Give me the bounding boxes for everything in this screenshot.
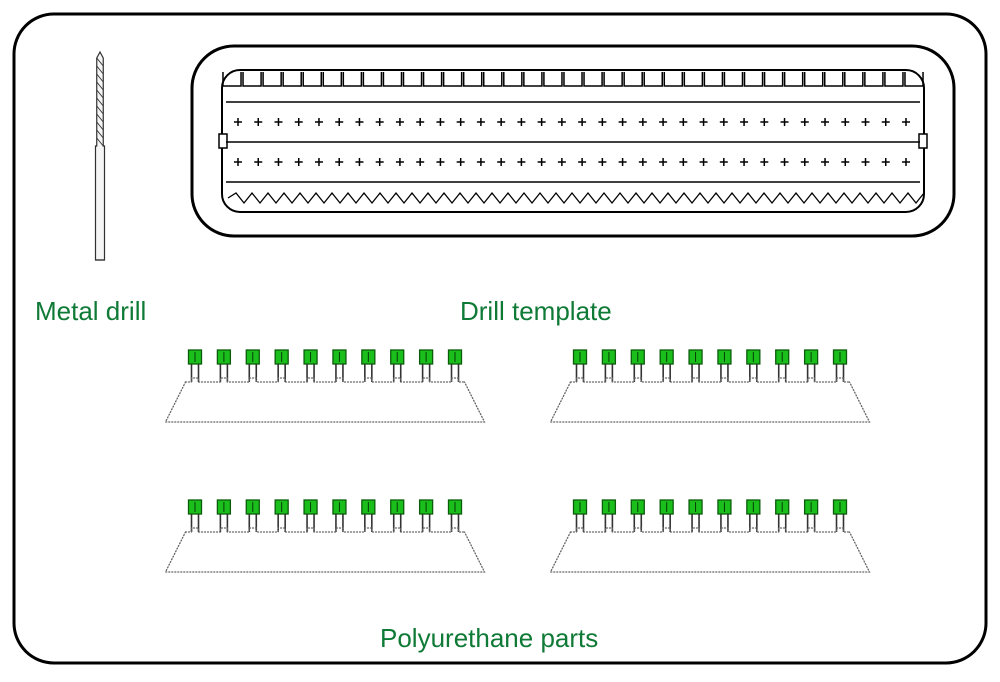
- label-metal-drill: Metal drill: [35, 296, 146, 327]
- template-notch-left: [219, 134, 227, 148]
- diagram-stage: Metal drill Drill template Polyurethane …: [0, 0, 1000, 677]
- label-drill-template: Drill template: [460, 296, 612, 327]
- diagram-svg: [0, 0, 1000, 677]
- outer-frame: [14, 14, 986, 663]
- metal-drill-body: [96, 52, 105, 260]
- label-polyurethane-parts: Polyurethane parts: [380, 623, 598, 654]
- template-notch-right: [919, 134, 927, 148]
